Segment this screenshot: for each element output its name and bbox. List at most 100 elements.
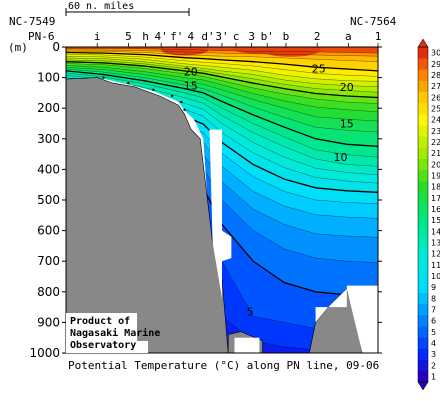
- credit-box: Product of Nagasaki Marine Observatory: [66, 313, 160, 353]
- colorbar-swatch: [418, 158, 428, 171]
- station-label: 4': [155, 30, 168, 43]
- colorbar-swatch: [418, 303, 428, 316]
- depth-tick-label: 100: [37, 71, 60, 85]
- isotherm-16: [66, 68, 378, 133]
- station-label: i: [94, 30, 101, 43]
- depth-tick-label: 0: [52, 40, 60, 54]
- isotherm-25: [66, 51, 378, 72]
- colorbar-swatch: [418, 114, 428, 126]
- colorbar-tick-label: 18: [431, 183, 440, 192]
- contour-label: 10: [334, 151, 348, 164]
- seafloor: [66, 77, 229, 353]
- isotherm-23: [66, 56, 378, 82]
- unsampled-area: [315, 285, 378, 353]
- colorbar-swatch: [418, 236, 428, 249]
- station-label: 5: [125, 30, 132, 43]
- isotherm-19: [66, 63, 378, 104]
- isotherm-24: [66, 54, 378, 77]
- colorbar-swatch: [418, 69, 428, 81]
- depth-tick-label: 1000: [29, 346, 60, 360]
- depth-unit-label: (m): [8, 41, 28, 54]
- station-label: c: [233, 30, 240, 43]
- isotherm-21: [66, 59, 378, 93]
- colorbar-swatch: [418, 326, 428, 338]
- colorbar-swatch: [418, 214, 428, 226]
- sample-point: [152, 88, 155, 92]
- colorbar-swatch: [418, 91, 428, 104]
- colorbar-tick-label: 21: [431, 149, 440, 158]
- isotherm-20: [66, 61, 378, 99]
- isotherm-28: [66, 48, 378, 54]
- colorbar-swatch: [418, 259, 428, 271]
- sample-point: [180, 100, 183, 104]
- station-labels: PN-6 i 5 h 4' f' 4 d' 3' c 3 b' b 2 a 1: [28, 30, 381, 47]
- depth-tick-label: 900: [37, 315, 60, 329]
- station-label: f': [170, 30, 183, 43]
- isotherm-22: [66, 57, 378, 87]
- colorbar-tick-label: 25: [431, 104, 440, 113]
- station-label: 1: [375, 30, 382, 43]
- colorbar-bottom-arrow: [417, 381, 429, 391]
- scale-bar: 60 n. miles: [65, 1, 190, 16]
- colorbar-swatch: [418, 125, 428, 137]
- station-label: h: [142, 30, 149, 43]
- colorbar-top-arrow: [417, 38, 429, 48]
- colorbar-tick-label: 19: [431, 171, 440, 180]
- isotherm-14: [66, 72, 378, 158]
- colorbar-swatch: [418, 359, 428, 372]
- colorbar-tick-label: 23: [431, 127, 440, 136]
- station-label: 3': [215, 30, 228, 43]
- colorbar-tick-label: 6: [431, 317, 436, 326]
- credit-line-1: Product of: [70, 316, 130, 327]
- colorbar-swatch: [418, 225, 428, 238]
- colorbar: 1234567891011121314151617181920212223242…: [417, 38, 440, 391]
- colorbar-tick-label: 17: [431, 194, 440, 203]
- contour-label: 20: [340, 81, 354, 94]
- depth-tick-label: 400: [37, 162, 60, 176]
- colorbar-tick-label: 15: [431, 216, 440, 225]
- colorbar-swatch: [418, 337, 428, 349]
- colorbar-tick-label: 26: [431, 93, 440, 102]
- colorbar-swatch: [418, 47, 428, 59]
- contour-label: 5: [247, 306, 254, 319]
- scale-bar-label: 60 n. miles: [68, 1, 134, 12]
- unsampled-area: [234, 337, 260, 353]
- colorbar-swatch: [418, 136, 428, 148]
- colorbar-tick-label: 14: [431, 227, 440, 236]
- unsampled-area: [209, 129, 232, 298]
- depth-tick-label: 200: [37, 101, 60, 115]
- colorbar-swatch: [418, 181, 428, 193]
- isotherm-27: [66, 49, 378, 57]
- sample-point: [102, 76, 105, 79]
- colorbar-tick-label: 13: [431, 238, 440, 247]
- colorbar-swatch: [418, 192, 428, 204]
- colorbar-swatch: [418, 315, 428, 327]
- colorbar-swatch: [418, 248, 428, 260]
- colorbar-tick-label: 5: [431, 328, 436, 337]
- colorbar-swatch: [418, 203, 428, 215]
- isotherm-17: [66, 67, 378, 122]
- colorbar-tick-label: 28: [431, 71, 440, 80]
- station-label: 4: [187, 30, 194, 43]
- contour-label: 15: [184, 79, 198, 92]
- isotherm-15: [66, 70, 378, 148]
- colorbar-swatch: [418, 169, 428, 182]
- depth-tick-label: 500: [37, 193, 60, 207]
- isotherm-18: [66, 65, 378, 113]
- station-id-east: NC-7564: [350, 15, 397, 28]
- station-label: a: [345, 30, 352, 43]
- depth-tick-label: 700: [37, 254, 60, 268]
- colorbar-tick-label: 11: [431, 261, 440, 270]
- station-label: PN-6: [28, 30, 55, 43]
- colorbar-swatch: [418, 58, 428, 70]
- station-id-west: NC-7549: [9, 15, 55, 28]
- depth-tick-label: 600: [37, 224, 60, 238]
- colorbar-swatch: [418, 370, 428, 383]
- colorbar-tick-label: 3: [431, 350, 436, 359]
- colorbar-swatch: [418, 292, 428, 305]
- colorbar-swatch: [418, 80, 428, 92]
- colorbar-swatch: [418, 281, 428, 293]
- station-label: 2: [314, 30, 321, 43]
- colorbar-swatch: [418, 270, 428, 282]
